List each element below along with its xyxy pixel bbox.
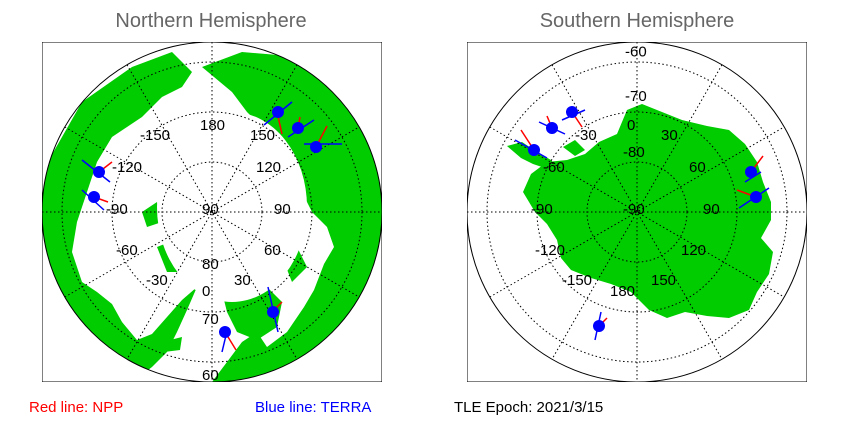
south-lon-label: -150	[562, 272, 592, 289]
satellite-marker	[81, 189, 109, 211]
terra-legend: Blue line: TERRA	[255, 399, 372, 416]
south-lon-label: -120	[535, 242, 565, 259]
satellite-marker	[263, 101, 293, 135]
satellite-marker	[538, 115, 566, 135]
north-lat-label: 80	[202, 256, 219, 273]
northern-hemisphere-map: 180 150 120 90 60 30 0 -30 -60 -90 -120 …	[42, 42, 382, 382]
south-lat-label: -60	[625, 43, 647, 60]
north-lat-label: 60	[202, 367, 219, 382]
south-lat-label: -90	[623, 201, 645, 218]
satellite-marker	[736, 187, 770, 209]
south-lon-label: 150	[651, 272, 676, 289]
north-landmass	[42, 52, 382, 382]
north-meridians	[42, 42, 382, 382]
north-lat-label: 90	[202, 201, 219, 218]
north-lon-label: 150	[250, 127, 275, 144]
north-satellite-tracks	[81, 101, 342, 353]
satellite-marker	[593, 311, 608, 341]
north-lat-label: 70	[202, 311, 219, 328]
satellite-marker	[514, 129, 548, 159]
south-lat-label: -80	[623, 144, 645, 161]
south-meridians	[467, 42, 807, 382]
north-lon-label: -30	[146, 272, 168, 289]
satellite-marker	[304, 125, 342, 153]
north-lon-label: 0	[202, 283, 210, 300]
south-satellite-tracks	[514, 106, 770, 341]
north-lon-label: 120	[256, 159, 281, 176]
north-lon-label: -90	[106, 201, 128, 218]
antarctica-landmass	[507, 104, 773, 318]
satellite-marker	[744, 155, 764, 183]
south-lon-label: -90	[531, 201, 553, 218]
south-lon-label: 120	[681, 242, 706, 259]
south-lon-label: 60	[689, 159, 706, 176]
south-lat-label: -70	[625, 88, 647, 105]
south-lat-70	[536, 111, 738, 313]
npp-legend: Red line: NPP	[29, 399, 124, 416]
south-lon-label: 0	[627, 117, 635, 134]
north-lon-label: 90	[274, 201, 291, 218]
north-lon-label: -60	[116, 242, 138, 259]
satellite-marker	[267, 286, 283, 333]
north-lat-70	[111, 111, 313, 313]
south-lon-label: -60	[543, 159, 565, 176]
satellite-marker	[561, 106, 586, 128]
north-lon-label: -120	[112, 159, 142, 176]
south-lon-label: 90	[703, 201, 720, 218]
north-lon-label: 180	[200, 117, 225, 134]
north-lon-label: 60	[264, 242, 281, 259]
south-lon-label: -30	[575, 127, 597, 144]
southern-hemisphere-map: 0 30 60 90 120 150 180 -150 -120 -90 -60…	[467, 42, 807, 382]
south-lon-label: 180	[610, 283, 635, 300]
south-lon-label: 30	[661, 127, 678, 144]
north-lon-label: 30	[234, 272, 251, 289]
north-lon-label: -150	[140, 127, 170, 144]
satellite-marker	[81, 159, 113, 183]
satellite-marker	[219, 326, 237, 353]
satellite-marker	[287, 116, 315, 138]
southern-hemisphere-title: Southern Hemisphere	[539, 10, 735, 32]
northern-hemisphere-title: Northern Hemisphere	[115, 10, 307, 32]
tle-epoch: TLE Epoch: 2021/3/15	[454, 399, 604, 416]
